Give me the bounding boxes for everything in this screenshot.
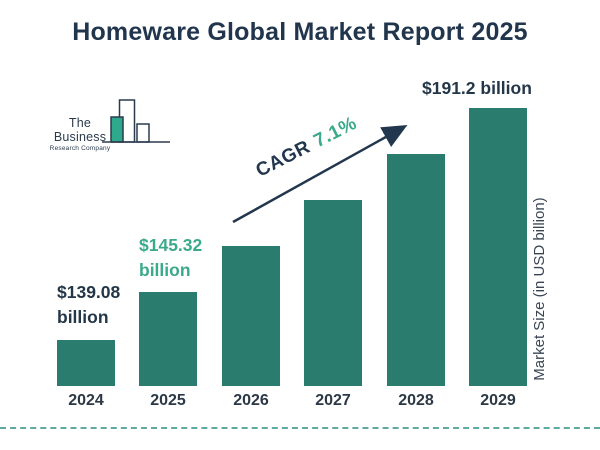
brand-logo-text: The Business Research Company bbox=[42, 116, 118, 152]
cagr-trend-arrow bbox=[232, 124, 408, 224]
x-axis-label-2028: 2028 bbox=[398, 392, 434, 409]
bar-2025 bbox=[139, 292, 197, 386]
value-label-2024-line1: $139.08 bbox=[57, 282, 121, 302]
logo-text-line1: The Business bbox=[53, 116, 107, 144]
x-axis-label-2024: 2024 bbox=[68, 392, 104, 409]
y-axis-title: Market Size (in USD billion) bbox=[531, 197, 548, 381]
bar-2029 bbox=[469, 108, 527, 386]
brand-logo: The Business Research Company bbox=[42, 96, 172, 152]
value-label-2025-line1: $145.32 bbox=[139, 235, 203, 255]
bar-2028 bbox=[387, 154, 445, 386]
bar-2024 bbox=[57, 340, 115, 386]
value-label-2025-line2: billion bbox=[139, 260, 191, 280]
bar-2027 bbox=[304, 200, 362, 386]
value-label-2029: $191.2 billion bbox=[422, 76, 532, 101]
x-axis-label-2027: 2027 bbox=[315, 392, 351, 409]
logo-text-line2: Research Company bbox=[49, 145, 111, 152]
value-label-2024: $139.08 billion bbox=[57, 280, 120, 330]
value-label-2024-line2: billion bbox=[57, 307, 109, 327]
x-axis-label-2025: 2025 bbox=[150, 392, 186, 409]
bar-2026 bbox=[222, 246, 280, 386]
x-axis-label-2026: 2026 bbox=[233, 392, 269, 409]
logo-bar-chart-icon bbox=[102, 99, 170, 143]
value-label-2029-line1: $191.2 billion bbox=[422, 78, 532, 98]
page-title: Homeware Global Market Report 2025 bbox=[72, 18, 528, 46]
value-label-2025: $145.32 billion bbox=[139, 233, 202, 283]
bottom-dashed-divider bbox=[0, 427, 600, 429]
x-axis-label-2029: 2029 bbox=[480, 392, 516, 409]
